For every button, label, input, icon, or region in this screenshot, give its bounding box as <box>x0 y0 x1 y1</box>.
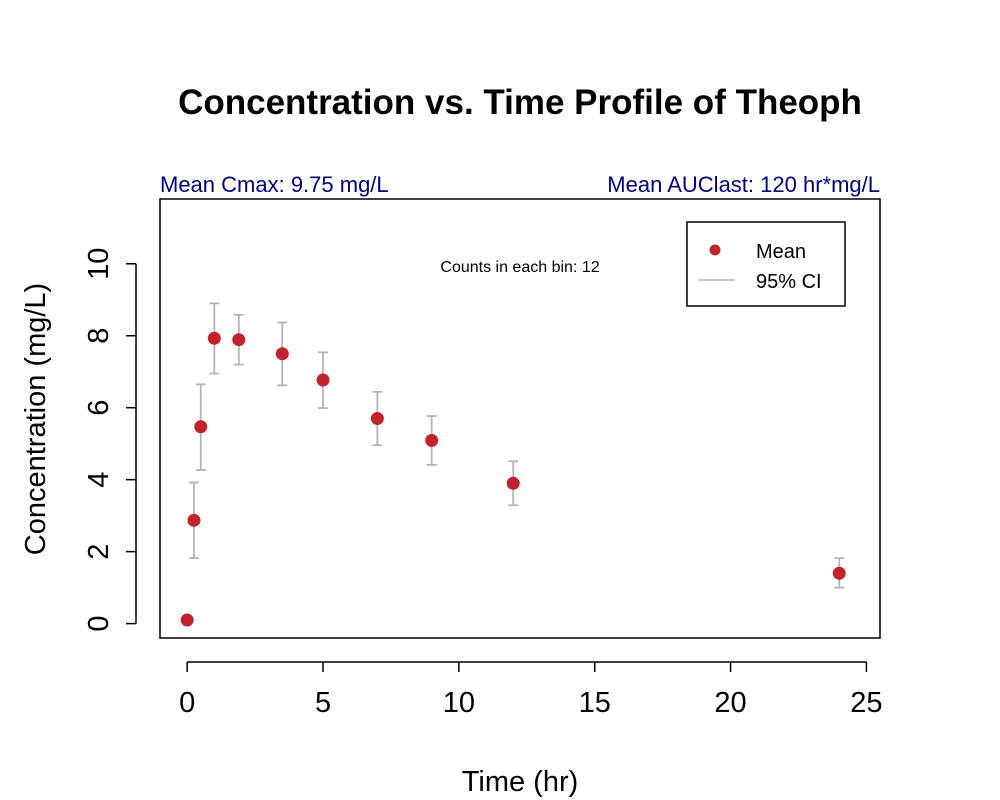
y-tick-label: 4 <box>83 472 115 488</box>
y-tick-label: 2 <box>83 544 115 560</box>
mean-point <box>232 333 246 347</box>
legend: Mean 95% CI <box>686 221 846 307</box>
mean-point <box>370 412 384 425</box>
auc-annotation: Mean AUClast: 120 hr*mg/L <box>607 172 880 197</box>
x-tick-label: 10 <box>443 687 475 719</box>
y-tick-label: 8 <box>83 328 115 344</box>
x-tick-label: 20 <box>714 687 746 719</box>
mean-point <box>180 613 194 627</box>
legend-ci-label: 95% CI <box>756 271 822 293</box>
mean-point <box>316 373 330 387</box>
x-axis-label: Time (hr) <box>462 766 579 798</box>
legend-mean-label: Mean <box>756 241 806 263</box>
x-tick-label: 5 <box>315 687 331 719</box>
mean-point <box>275 347 289 361</box>
y-axis: 0 2 4 6 8 10 <box>83 248 137 632</box>
mean-point <box>187 513 201 527</box>
y-axis-label: Concentration (mg/L) <box>20 283 52 555</box>
legend-mean-marker <box>709 244 721 256</box>
mean-point <box>506 476 520 490</box>
chart-title: Concentration vs. Time Profile of Theoph <box>178 83 862 122</box>
legend-box <box>686 221 846 307</box>
mean-point <box>425 433 439 447</box>
y-tick-label: 6 <box>83 400 115 416</box>
plot-frame <box>159 198 881 639</box>
mean-points <box>180 331 846 627</box>
x-tick-label: 25 <box>850 687 882 719</box>
y-tick-label: 0 <box>83 616 115 632</box>
y-tick-label: 10 <box>83 248 115 280</box>
mean-point <box>832 566 846 580</box>
bin-count-annotation: Counts in each bin: 12 <box>440 259 599 276</box>
x-axis: 0 5 10 15 20 25 <box>179 661 883 719</box>
cmax-annotation: Mean Cmax: 9.75 mg/L <box>160 172 389 197</box>
mean-point <box>207 331 221 345</box>
x-tick-label: 0 <box>179 687 195 719</box>
x-tick-label: 15 <box>579 687 611 719</box>
mean-point <box>194 420 208 434</box>
